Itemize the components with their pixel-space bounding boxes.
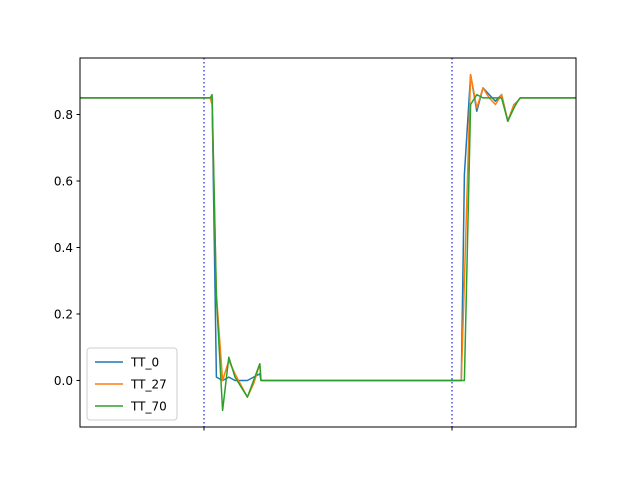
legend-box <box>86 347 178 421</box>
x-axis <box>203 427 453 431</box>
legend-label-tt_0: TT_0 <box>130 355 159 369</box>
legend: TT_0 TT_27 TT_70 <box>86 347 178 421</box>
reference-lines <box>203 58 453 427</box>
legend-label-tt_70: TT_70 <box>130 399 167 413</box>
y-axis: 0.0 0.2 0.4 0.6 0.8 <box>54 108 80 388</box>
series-line-tt_70 <box>80 93 576 412</box>
legend-label-tt_27: TT_27 <box>130 377 167 391</box>
axes-frame <box>79 57 577 428</box>
y-tick-label: 0.4 <box>54 241 73 255</box>
y-tick-label: 0.6 <box>54 174 73 188</box>
y-tick-label: 0.8 <box>54 108 73 122</box>
y-tick-label: 0.2 <box>54 307 73 321</box>
series-layer <box>80 73 576 412</box>
y-tick-label: 0.0 <box>54 374 73 388</box>
